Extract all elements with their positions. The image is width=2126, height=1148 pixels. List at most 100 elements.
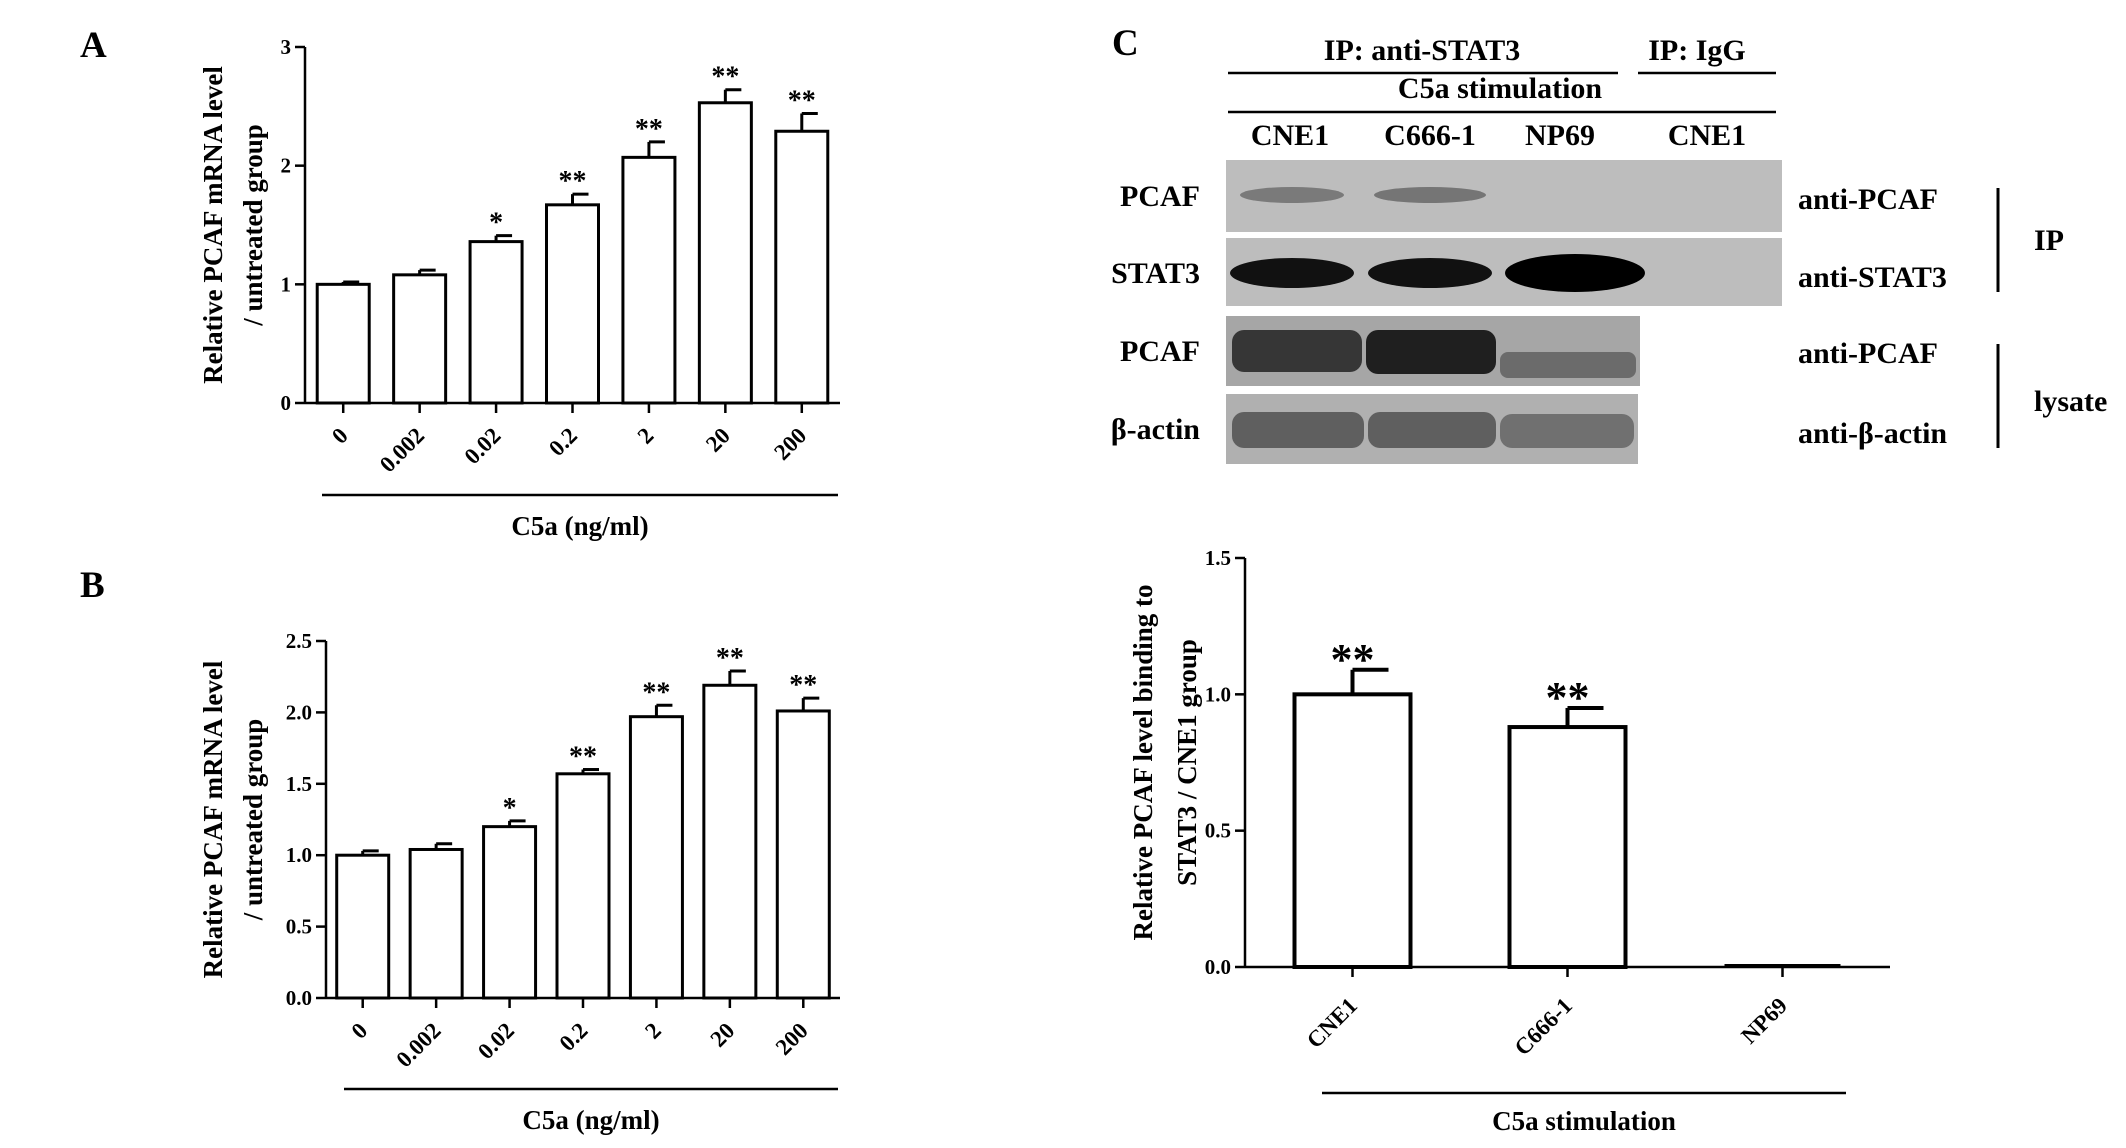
band-ip-pcaf-c666-1 bbox=[1374, 187, 1486, 203]
significance-marker-cne1: ** bbox=[1331, 635, 1375, 684]
panel-letter-a: A bbox=[80, 25, 107, 66]
significance-marker-0-02: * bbox=[489, 208, 503, 239]
lane-label-np69: NP69 bbox=[1525, 119, 1595, 152]
ip-group-label: IP bbox=[2034, 224, 2064, 257]
category-label-2: 2 bbox=[633, 423, 659, 449]
category-label-0-002: 0.002 bbox=[391, 1018, 445, 1072]
category-label-20: 20 bbox=[701, 423, 735, 457]
significance-marker-0-02: * bbox=[503, 793, 517, 824]
lysate-group-label: lysate bbox=[2034, 385, 2107, 418]
band-lysate-pcaf-cne1 bbox=[1232, 330, 1362, 372]
bar-0-002 bbox=[392, 273, 448, 405]
band-ip-stat3-np69 bbox=[1505, 254, 1645, 292]
category-label-0: 0 bbox=[346, 1018, 372, 1044]
band-lysate-pcaf-c666-1 bbox=[1366, 330, 1496, 374]
bar-20 bbox=[697, 101, 753, 405]
y-tick-label: 2.5 bbox=[286, 629, 312, 653]
y-tick-label: 1.5 bbox=[286, 772, 312, 796]
ip-igg-header: IP: IgG bbox=[1648, 34, 1746, 67]
y-axis-title-line-2: / untreated group bbox=[238, 719, 268, 922]
y-tick-label: 0.0 bbox=[1205, 955, 1231, 979]
bar-0 bbox=[335, 853, 391, 1000]
category-label-0: 0 bbox=[327, 423, 353, 449]
y-tick-label: 1.5 bbox=[1205, 546, 1231, 570]
lane-label-cne1: CNE1 bbox=[1251, 119, 1329, 152]
band-lysate-actin-np69 bbox=[1500, 414, 1634, 448]
y-axis-title-line-1: Relative PCAF mRNA level bbox=[198, 660, 228, 978]
row-label-ip-stat3: STAT3 bbox=[1111, 257, 1200, 290]
category-label-cne1: CNE1 bbox=[1302, 993, 1362, 1053]
category-label-c666-1: C666-1 bbox=[1510, 993, 1577, 1060]
bar-0-002 bbox=[408, 847, 464, 1000]
chart-a: 0 1 2 3 0 0.002 * 0.02 ** 0.2 ** 2 ** 20 ** 200 C5a (ng/… bbox=[198, 35, 840, 541]
ip-stat3-header: IP: anti-STAT3 bbox=[1324, 34, 1520, 67]
x-axis-title: C5a stimulation bbox=[1492, 1106, 1676, 1136]
significance-marker-0-2: ** bbox=[569, 742, 597, 773]
significance-marker-0-2: ** bbox=[559, 166, 587, 197]
band-lysate-actin-cne1 bbox=[1232, 412, 1364, 448]
x-axis-title: C5a (ng/ml) bbox=[511, 511, 648, 541]
bar-2 bbox=[621, 155, 677, 405]
y-axis-title-line-2: STAT3 / CNE1 group bbox=[1172, 639, 1202, 886]
y-tick-label: 3 bbox=[281, 35, 292, 59]
significance-marker-2: ** bbox=[642, 677, 670, 708]
y-tick-label: 1.0 bbox=[1205, 682, 1231, 706]
y-axis-title-line-2: / untreated group bbox=[238, 124, 268, 327]
y-tick-label: 0 bbox=[281, 391, 292, 415]
bar-0-2 bbox=[555, 772, 611, 1000]
significance-marker-200: ** bbox=[788, 85, 816, 116]
bar-0 bbox=[315, 282, 371, 405]
bar-cne1 bbox=[1292, 692, 1413, 969]
bar-0-02 bbox=[482, 825, 538, 1000]
antibody-label-ip-pcaf: anti-PCAF bbox=[1798, 183, 1938, 216]
category-label-20: 20 bbox=[705, 1018, 739, 1052]
y-tick-label: 1.0 bbox=[286, 843, 312, 867]
chart-b: 0.0 0.5 1.0 1.5 2.0 2.5 0 0.002 * 0.02 ** 0.2 ** 2 ** 2… bbox=[198, 629, 840, 1135]
significance-marker-200: ** bbox=[789, 670, 817, 701]
category-label-200: 200 bbox=[769, 423, 811, 465]
stimulation-header: C5a stimulation bbox=[1398, 72, 1603, 105]
antibody-label-lysate-pcaf: anti-PCAF bbox=[1798, 337, 1938, 370]
bar-0-2 bbox=[545, 203, 600, 405]
band-ip-stat3-c666-1 bbox=[1368, 258, 1492, 288]
category-label-0-002: 0.002 bbox=[375, 423, 429, 477]
y-tick-label: 1 bbox=[281, 272, 292, 296]
y-tick-label: 2 bbox=[281, 154, 292, 178]
band-ip-stat3-cne1 bbox=[1230, 258, 1354, 288]
band-lysate-pcaf-np69 bbox=[1500, 352, 1636, 378]
category-label-0-2: 0.2 bbox=[544, 423, 582, 461]
significance-marker-c666-1: ** bbox=[1546, 673, 1590, 722]
bar-c666-1 bbox=[1507, 725, 1628, 970]
antibody-label-lysate-actin: anti-β-actin bbox=[1798, 417, 1947, 450]
antibody-label-ip-stat3: anti-STAT3 bbox=[1798, 261, 1947, 294]
category-label-np69: NP69 bbox=[1736, 993, 1792, 1049]
bar-200 bbox=[774, 129, 830, 405]
band-lysate-actin-c666-1 bbox=[1368, 412, 1496, 448]
bar-0-02 bbox=[468, 240, 524, 405]
row-label-ip-pcaf: PCAF bbox=[1120, 180, 1200, 213]
y-axis-title-line-1: Relative PCAF level binding to bbox=[1128, 585, 1158, 941]
category-label-2: 2 bbox=[640, 1018, 666, 1044]
row-label-lysate-actin: β-actin bbox=[1111, 413, 1200, 446]
lane-label-c666-1: C666-1 bbox=[1384, 119, 1476, 152]
category-label-0-02: 0.02 bbox=[473, 1018, 519, 1064]
y-tick-label: 0.0 bbox=[286, 986, 312, 1010]
bar-20 bbox=[702, 683, 758, 1000]
row-label-lysate-pcaf: PCAF bbox=[1120, 335, 1200, 368]
significance-marker-2: ** bbox=[635, 114, 663, 145]
chart-c: 0.0 0.5 1.0 1.5 ** CNE1 ** C666-1 NP69 C5a stimul… bbox=[1128, 546, 1890, 1136]
significance-marker-20: ** bbox=[711, 62, 739, 93]
significance-marker-20: ** bbox=[716, 643, 744, 674]
category-label-0-02: 0.02 bbox=[459, 423, 505, 469]
panel-letter-c: C bbox=[1112, 23, 1139, 64]
category-label-0-2: 0.2 bbox=[555, 1018, 593, 1056]
y-tick-label: 0.5 bbox=[286, 915, 312, 939]
lane-label-cne1-igg: CNE1 bbox=[1668, 119, 1746, 152]
bar-200 bbox=[775, 709, 831, 1000]
y-tick-label: 0.5 bbox=[1205, 819, 1231, 843]
panel-letter-b: B bbox=[80, 565, 105, 606]
western-blot: IP: anti-STAT3 IP: IgG C5a stimulation C… bbox=[1111, 34, 2107, 464]
y-tick-label: 2.0 bbox=[286, 700, 312, 724]
category-label-200: 200 bbox=[771, 1018, 813, 1060]
x-axis-title: C5a (ng/ml) bbox=[522, 1105, 659, 1135]
